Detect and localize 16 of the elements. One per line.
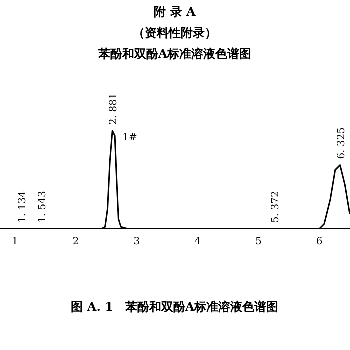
x-tick-label: 5: [256, 236, 262, 248]
chart-subtitle: （资料性附录）: [132, 25, 218, 42]
annotation: 2. 881: [108, 93, 120, 125]
annotation: 1#: [122, 132, 138, 144]
annotation: 6. 325: [336, 127, 348, 160]
text: 图 A. 1 苯酚和双酚A标准溶液色谱图: [70, 299, 280, 316]
x-tick-label: 1: [12, 236, 18, 248]
annotation: 5. 372: [270, 191, 282, 223]
annotation: 1. 134: [17, 191, 28, 223]
annotation: 1. 543: [37, 191, 48, 223]
x-tick-label: 6: [316, 236, 323, 248]
x-tick-label: 4: [194, 236, 202, 248]
chart-title: 附 录 A: [153, 4, 197, 21]
text: 苯酚和双酚A标准溶液色谱图: [97, 46, 253, 63]
x-tick-label: 2: [72, 236, 80, 248]
x-tick-label: 3: [134, 236, 140, 248]
